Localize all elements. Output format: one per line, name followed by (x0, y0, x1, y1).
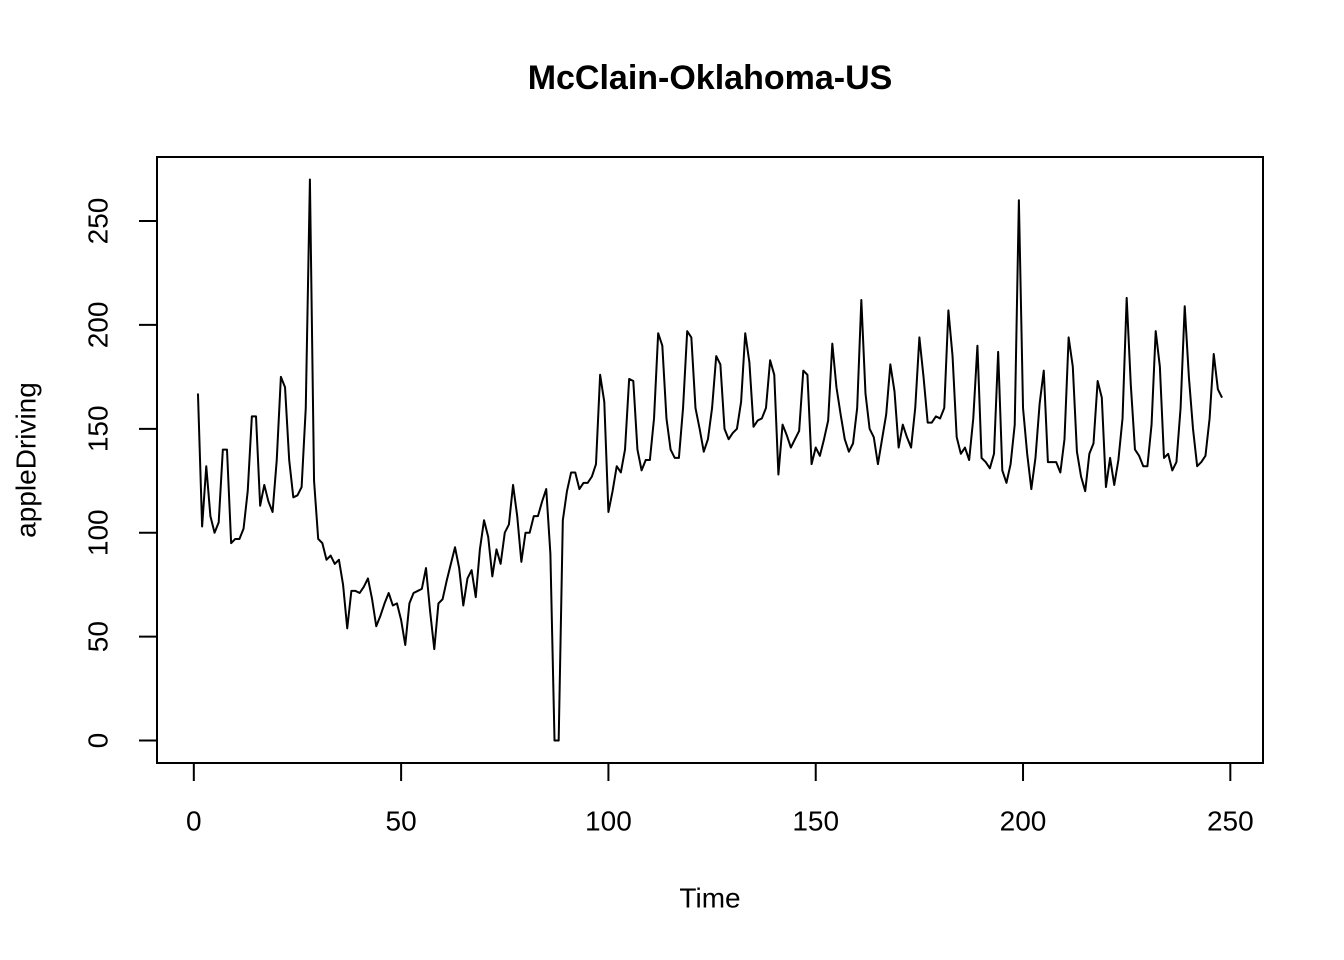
y-tick-label: 100 (82, 509, 113, 556)
y-tick-label: 200 (82, 302, 113, 349)
x-tick-label: 200 (1000, 805, 1047, 836)
x-tick-label: 150 (792, 805, 839, 836)
y-tick-label: 150 (82, 405, 113, 452)
data-line (196, 178, 1223, 742)
y-tick-label: 250 (82, 198, 113, 245)
x-axis-label: Time (679, 882, 740, 913)
x-tick-label: 50 (386, 805, 417, 836)
plot-frame (156, 156, 1264, 764)
y-tick-label: 50 (82, 621, 113, 652)
chart-title: McClain-Oklahoma-US (528, 59, 893, 97)
y-tick-label: 0 (82, 733, 113, 749)
x-tick-label: 0 (186, 805, 202, 836)
x-tick-label: 100 (585, 805, 632, 836)
y-axis-label: appleDriving (10, 382, 41, 538)
x-tick-label: 250 (1207, 805, 1254, 836)
